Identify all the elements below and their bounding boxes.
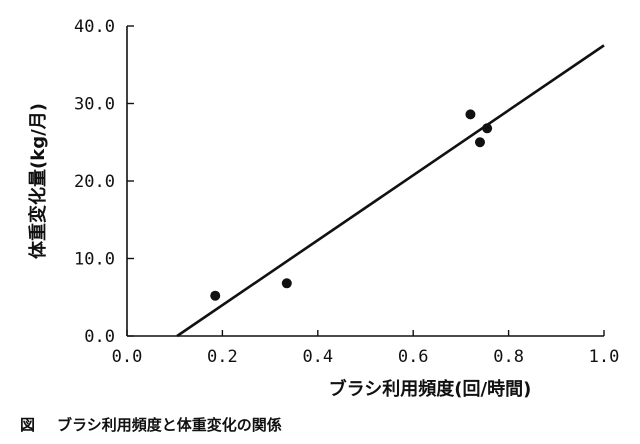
- data-point: [210, 290, 221, 301]
- data-point: [465, 109, 476, 120]
- x-tick-label: 1.0: [589, 347, 620, 367]
- x-tick-label: 0.6: [398, 347, 429, 367]
- x-tick-label: 0.8: [493, 347, 524, 367]
- x-tick-label: 0.2: [207, 347, 238, 367]
- y-axis-ticks: 0.0 10.0 20.0 30.0 40.0: [74, 17, 134, 347]
- figure-caption-text: ブラシ利用頻度と体重変化の関係: [57, 416, 282, 434]
- x-axis-title: ブラシ利用頻度(回/時間): [329, 378, 532, 400]
- x-tick-label: 0.0: [112, 347, 143, 367]
- scatter-chart: 0.0 0.2 0.4 0.6 0.8 1.0 0.0 10.0 20.0 30.0 40.0 ブ…: [27, 17, 620, 400]
- trend-line: [176, 44, 605, 338]
- data-point: [281, 278, 292, 289]
- data-point: [482, 123, 493, 134]
- x-tick-label: 0.4: [302, 347, 333, 367]
- y-tick-label: 30.0: [74, 95, 115, 115]
- y-tick-label: 10.0: [74, 250, 115, 270]
- data-points: [210, 109, 493, 301]
- y-tick-label: 40.0: [74, 17, 115, 37]
- y-axis-title: 体重変化量(kg/月): [27, 103, 49, 259]
- y-tick-label: 20.0: [74, 172, 115, 192]
- y-tick-label: 0.0: [84, 327, 115, 347]
- axes: [126, 26, 604, 337]
- figure-caption: 図 ブラシ利用頻度と体重変化の関係: [20, 414, 282, 435]
- x-axis-ticks: 0.0 0.2 0.4 0.6 0.8 1.0: [112, 330, 620, 367]
- data-point: [474, 137, 485, 148]
- figure-label: 図: [20, 416, 36, 434]
